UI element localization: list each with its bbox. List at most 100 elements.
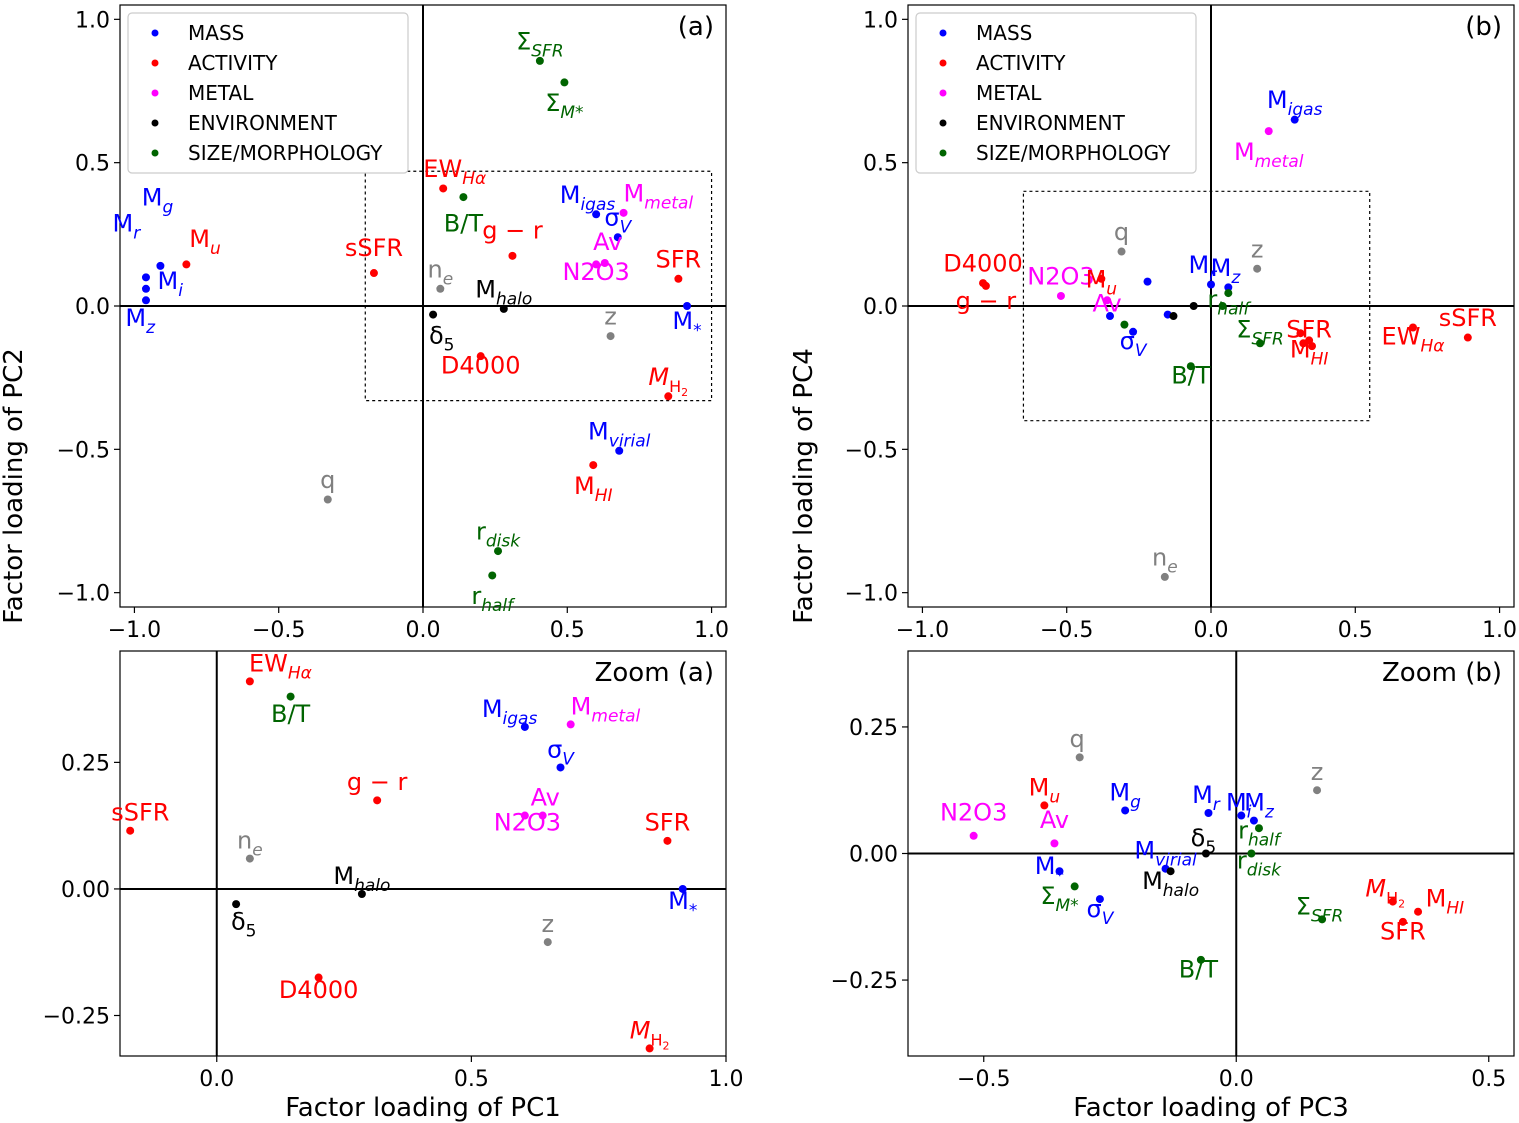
- point-label: ΣM*: [1040, 882, 1078, 916]
- data-point: [1463, 333, 1472, 342]
- panel-zoom-a: 0.0 0.5 1.0 −0.25 0.00 0.25 Factor loading of …: [43, 649, 744, 1123]
- point-label: MHI: [1426, 885, 1465, 919]
- legend-entry-label: SIZE/MORPHOLOGY: [188, 141, 383, 165]
- point-label: EWHα: [423, 155, 486, 189]
- legend-entry-label: MASS: [976, 21, 1032, 45]
- data-point: [232, 900, 241, 909]
- point-label: Av: [1093, 290, 1122, 318]
- legend-marker: [151, 29, 159, 37]
- data-point: [538, 811, 547, 820]
- data-point: [615, 446, 624, 455]
- data-point: [1308, 342, 1316, 351]
- point-label: Mi: [158, 267, 184, 301]
- point-label: ΣSFR: [516, 27, 564, 61]
- data-point: [619, 208, 628, 217]
- data-point: [488, 571, 497, 580]
- data-point: [126, 826, 135, 835]
- point-label: ne: [237, 826, 263, 860]
- y-tick-label: 1.0: [863, 8, 898, 33]
- data-point: [1186, 362, 1195, 371]
- data-point: [1224, 283, 1233, 292]
- data-point: [1253, 264, 1262, 273]
- point-label: B/T: [1171, 361, 1211, 389]
- data-point: [1075, 753, 1084, 762]
- point-label: rdisk: [1237, 847, 1282, 881]
- data-point: [1160, 572, 1169, 581]
- data-point: [1189, 302, 1198, 310]
- data-point: [1050, 839, 1059, 848]
- point-label: Mz: [125, 304, 156, 338]
- point-label: z: [1251, 235, 1264, 263]
- legend-marker: [939, 29, 947, 37]
- data-point: [969, 831, 978, 840]
- point-label: rhalf: [471, 582, 516, 616]
- point-label: Mg: [1109, 778, 1141, 812]
- data-point: [357, 890, 366, 898]
- legend-marker: [151, 119, 159, 127]
- x-tick-label: 1.0: [694, 618, 729, 643]
- data-point: [314, 973, 323, 982]
- point-label: Mg: [142, 184, 174, 218]
- point-label: Mr: [1192, 781, 1221, 815]
- legend-marker: [151, 149, 159, 157]
- point-label: rhalf: [1238, 816, 1283, 850]
- point-label: SFR: [656, 245, 702, 273]
- point-label: N2O3: [494, 809, 561, 837]
- point-label: N2O3: [562, 258, 629, 286]
- y-tick-label: −1.0: [57, 582, 110, 607]
- point-label: B/T: [1179, 956, 1219, 984]
- data-point: [1103, 296, 1112, 305]
- data-point: [1290, 115, 1299, 124]
- axes-frame: [119, 650, 727, 1057]
- point-label: Av: [593, 228, 622, 256]
- scatter-points: sSFR EWHα B/T g − r ne Mhalo δ5 D4000 Migas Mmeta…: [111, 649, 697, 1053]
- data-point: [1129, 327, 1138, 336]
- point-label: sSFR: [1439, 304, 1497, 332]
- point-label: Mz: [1244, 788, 1275, 822]
- point-label: δ5: [231, 907, 257, 941]
- data-point: [1237, 811, 1246, 820]
- point-label: δ5: [429, 321, 455, 355]
- point-label: δ5: [1191, 824, 1217, 858]
- point-label: Mvirial: [588, 417, 651, 451]
- y-tick-label: 0.00: [61, 878, 110, 903]
- point-label: g − r: [347, 768, 408, 796]
- data-point: [556, 763, 565, 772]
- y-tick-label: 0.0: [75, 295, 110, 320]
- data-point: [543, 938, 552, 947]
- legend-entry-label: MASS: [188, 21, 244, 45]
- data-point: [1070, 882, 1079, 891]
- data-point: [1388, 897, 1397, 906]
- data-point: [606, 332, 615, 341]
- point-label: Migas: [560, 181, 616, 215]
- data-point: [494, 547, 503, 556]
- point-label: ne: [1152, 543, 1178, 577]
- y-tick-label: −0.5: [845, 438, 898, 463]
- x-tick-label: 0.0: [406, 618, 441, 643]
- x-axis-label: Factor loading of PC3: [1073, 1093, 1349, 1123]
- x-tick-label: −1.0: [108, 618, 161, 643]
- data-point: [245, 677, 254, 686]
- data-point: [1296, 329, 1305, 338]
- point-label: EWHα: [249, 649, 312, 683]
- data-point: [592, 210, 601, 219]
- data-point: [373, 796, 382, 805]
- data-point: [1097, 274, 1106, 283]
- point-label: σV: [547, 735, 575, 769]
- point-label: Mz: [1211, 254, 1242, 288]
- point-label: SFR: [1380, 918, 1426, 946]
- point-label: M*: [672, 307, 701, 341]
- point-label: σV: [604, 204, 632, 238]
- x-tick-label: −0.5: [1040, 618, 1093, 643]
- point-label: q: [1070, 725, 1085, 753]
- legend-entry-label: METAL: [188, 81, 254, 105]
- legend-entry-label: ENVIRONMENT: [188, 111, 338, 135]
- point-label: Mhalo: [475, 275, 532, 309]
- data-point: [1166, 867, 1175, 876]
- data-point: [141, 284, 150, 293]
- data-point: [1120, 320, 1129, 329]
- data-point: [1207, 280, 1215, 289]
- x-tick-label: 0.0: [199, 1067, 234, 1092]
